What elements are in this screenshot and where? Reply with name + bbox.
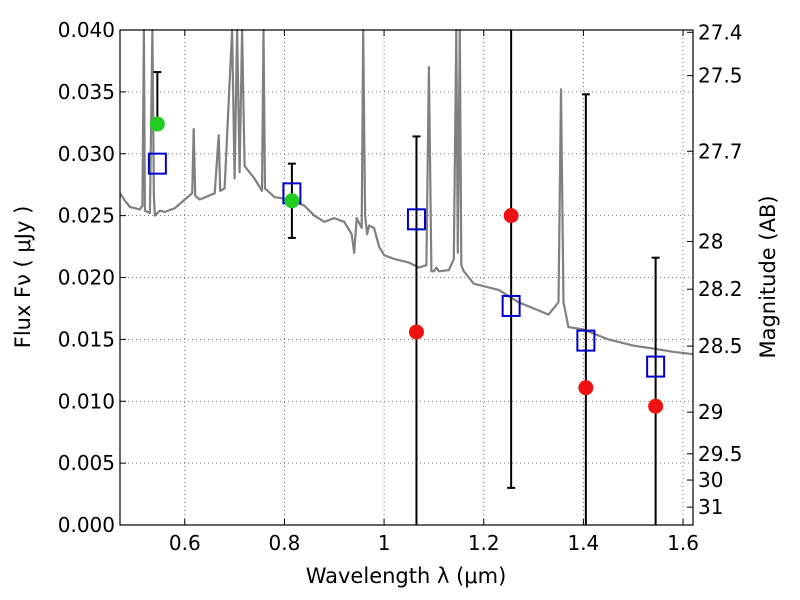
y-tick-label: 0.030: [58, 142, 115, 166]
y-tick-label: 0.015: [58, 327, 115, 351]
plot-frame: [119, 29, 694, 526]
y-tick-label: 0.005: [58, 451, 115, 475]
y-tick-label: 0.035: [58, 80, 115, 104]
y-right-tick-label: 30: [698, 468, 723, 492]
x-tick-label: 0.8: [269, 531, 301, 555]
y-tick-label: 0.040: [58, 18, 115, 42]
non-detection-point: [503, 208, 519, 224]
y-tick-label: 0.000: [58, 513, 115, 537]
x-tick-label: 0.6: [169, 531, 201, 555]
y-right-tick-label: 27.7: [698, 139, 743, 163]
y-axis-right-label: Magnitude (AB): [756, 195, 780, 358]
x-tick-label: 1.6: [667, 531, 699, 555]
svg-text:Flux Fν ( μJy ): Flux Fν ( μJy ): [11, 206, 35, 349]
y-right-tick-label: 27.4: [698, 20, 743, 44]
model-photometry-square: [406, 208, 426, 231]
model-photometry-square: [501, 294, 521, 317]
non-detection-point: [408, 324, 424, 340]
x-tick-label: 1.4: [567, 531, 599, 555]
non-detection-point: [648, 398, 664, 414]
model-photometry-square: [646, 355, 666, 378]
sed-line-layer: [119, 28, 694, 356]
y-axis-left-label: Flux Fν ( μJy ): [11, 206, 35, 349]
model-photometry-square: [576, 329, 596, 352]
grid-lines: [120, 29, 693, 526]
svg-text:Magnitude (AB): Magnitude (AB): [756, 195, 780, 358]
y-tick-label: 0.010: [58, 389, 115, 413]
y-right-tick-label: 29.5: [698, 442, 743, 466]
x-tick-label: 1.2: [468, 531, 500, 555]
y-tick-label: 0.020: [58, 266, 115, 290]
x-axis-label: Wavelength λ (μm): [306, 564, 507, 588]
tick-layer: 0.6 0.8 1 1.2 1.4 1.6 0.000 0.005 0.010 0.015 0.02…: [58, 18, 743, 555]
detection-point: [149, 116, 165, 132]
sed-model-line: [119, 28, 694, 356]
non-detection-point: [578, 380, 594, 396]
y-right-tick-label: 28.5: [698, 334, 743, 358]
model-photometry-square: [147, 152, 167, 175]
y-right-tick-label: 27.5: [698, 64, 743, 88]
y-right-tick-label: 31: [698, 495, 723, 519]
y-tick-label: 0.025: [58, 204, 115, 228]
detection-point: [284, 193, 300, 209]
y-right-tick-label: 28: [698, 229, 723, 253]
y-right-tick-label: 28.2: [698, 277, 743, 301]
y-right-tick-label: 29: [698, 400, 723, 424]
marker-layer: [147, 116, 666, 414]
x-tick-label: 1: [378, 531, 391, 555]
